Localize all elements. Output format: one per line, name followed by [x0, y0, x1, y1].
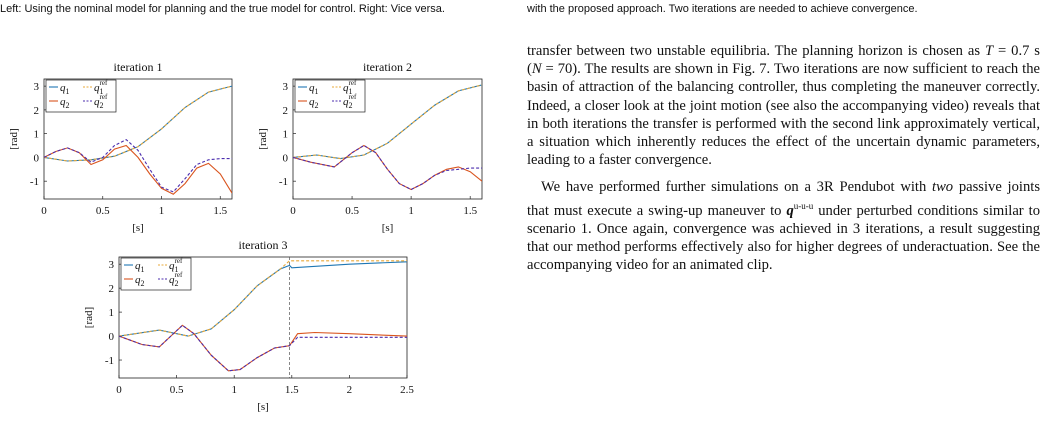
figure-caption-left: Left: Using the nominal model for planni… — [0, 3, 445, 15]
x-tick-label: 2 — [347, 384, 353, 396]
legend-label: q2ref — [343, 93, 357, 110]
y-tick-label: 2 — [109, 283, 115, 295]
plot-frame-2 — [292, 78, 483, 200]
legend-label: q1 — [135, 260, 145, 274]
paragraph-2: We have performed further simulations on… — [527, 179, 1041, 274]
chart-title-3: iteration 3 — [239, 238, 288, 252]
y-tick-label: 3 — [283, 81, 289, 93]
series-line-q1-ref — [293, 84, 482, 160]
legend-label: q1ref — [94, 79, 108, 96]
y-axis-label: [rad] — [257, 128, 269, 149]
x-tick-label: 0.5 — [170, 384, 184, 396]
x-axis-label: [s] — [382, 222, 394, 234]
series-line-q2-ref — [119, 324, 407, 372]
legend-label: q1 — [309, 82, 319, 96]
legend-label: q1ref — [343, 79, 357, 96]
y-tick-label: 1 — [109, 307, 115, 319]
series-line-q2 — [293, 144, 482, 191]
x-tick-label: 2.5 — [400, 384, 414, 396]
y-tick-label: -1 — [279, 176, 288, 188]
series-line-q1-ref — [119, 260, 407, 337]
y-tick-label: 3 — [109, 259, 115, 271]
y-tick-label: 2 — [283, 105, 289, 117]
x-tick-label: 1 — [159, 205, 165, 217]
y-axis-label: [rad] — [8, 128, 20, 149]
series-line-q2 — [44, 144, 232, 195]
y-tick-label: 0 — [109, 331, 115, 343]
body-text: transfer between two unstable equilibria… — [527, 42, 1040, 274]
x-axis-label: [s] — [132, 222, 144, 234]
legend-label: q2 — [135, 274, 145, 288]
series-line-q2-ref — [44, 138, 232, 193]
series-line-q1-ref — [44, 85, 232, 162]
paragraph-1: transfer between two unstable equilibria… — [527, 43, 1040, 169]
y-tick-label: 1 — [283, 129, 289, 141]
x-tick-label: 0 — [116, 384, 122, 396]
chart-title-2: iteration 2 — [363, 60, 412, 74]
y-tick-label: -1 — [30, 176, 39, 188]
y-axis-label: [rad] — [83, 307, 95, 328]
y-tick-label: 2 — [34, 105, 40, 117]
x-axis-label: [s] — [257, 401, 269, 413]
legend-label: q1 — [60, 82, 70, 96]
figure-plots: iteration 1 -1 0 1 2 3 0 0.5 1 1.5 [s] [rad] q1 q1ref… — [8, 60, 483, 413]
plot-frame-1 — [43, 78, 233, 200]
x-tick-label: 1.5 — [213, 205, 227, 217]
legend-label: q1ref — [169, 257, 183, 274]
y-tick-label: 0 — [34, 152, 40, 164]
x-tick-label: 1.5 — [463, 205, 477, 217]
legend-label: q2ref — [94, 93, 108, 110]
series-line-q2 — [119, 324, 407, 372]
legend-box — [294, 79, 366, 113]
legend-box — [120, 257, 192, 291]
x-tick-label: 1.5 — [285, 384, 299, 396]
series-line-q2-ref — [293, 144, 482, 191]
chart-title-1: iteration 1 — [114, 60, 163, 74]
x-tick-label: 0.5 — [345, 205, 359, 217]
y-tick-label: 0 — [283, 152, 289, 164]
x-tick-label: 1 — [231, 384, 237, 396]
y-tick-label: -1 — [105, 355, 114, 367]
legend-label: q2ref — [169, 271, 183, 288]
x-tick-label: 0 — [41, 205, 47, 217]
x-tick-label: 0.5 — [96, 205, 110, 217]
legend-box — [45, 79, 117, 113]
x-tick-label: 0 — [290, 205, 296, 217]
figure-caption-right: with the proposed approach. Two iteratio… — [527, 3, 918, 15]
plot-frame-3 — [118, 256, 408, 379]
legend-label: q2 — [309, 96, 319, 110]
y-tick-label: 3 — [34, 81, 40, 93]
legend-label: q2 — [60, 96, 70, 110]
y-tick-label: 1 — [34, 129, 40, 141]
x-tick-label: 1 — [408, 205, 414, 217]
